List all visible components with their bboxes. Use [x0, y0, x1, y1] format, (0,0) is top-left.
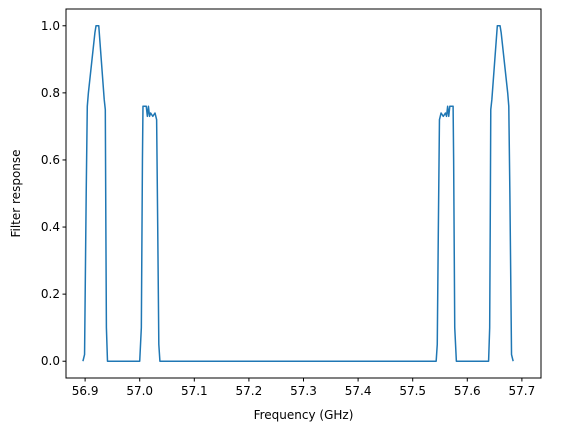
- x-tick-label: 57.2: [236, 384, 263, 398]
- y-tick-label: 1.0: [41, 19, 60, 33]
- plot-frame: [65, 8, 542, 379]
- x-tick-label: 57.6: [454, 384, 481, 398]
- y-tick-label: 0.0: [41, 354, 60, 368]
- y-tick-label: 0.2: [41, 287, 60, 301]
- x-tick-label: 57.0: [126, 384, 153, 398]
- y-tick-label: 0.8: [41, 86, 60, 100]
- x-tick-label: 57.7: [509, 384, 536, 398]
- y-tick-label: 0.6: [41, 153, 60, 167]
- y-tick-label: 0.4: [41, 220, 60, 234]
- line: [82, 25, 514, 362]
- x-tick-label: 56.9: [72, 384, 99, 398]
- x-tick-label: 57.3: [290, 384, 317, 398]
- y-axis-label: Filter response: [9, 149, 23, 237]
- x-axis-label: Frequency (GHz): [254, 408, 354, 422]
- x-tick-label: 57.5: [399, 384, 426, 398]
- x-tick-label: 57.4: [345, 384, 372, 398]
- x-tick-label: 57.1: [181, 384, 208, 398]
